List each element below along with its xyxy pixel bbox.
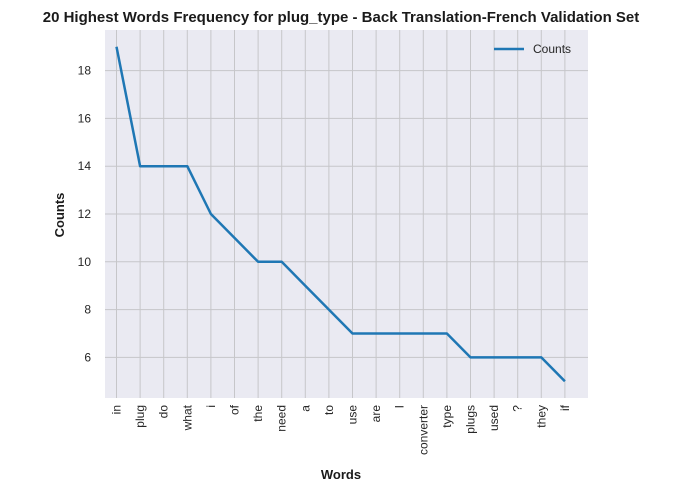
x-axis-label: Words [321, 467, 361, 482]
x-tick-label: if [558, 404, 572, 411]
x-tick-label: are [369, 405, 383, 423]
x-tick-label: I [393, 405, 407, 408]
y-tick-label: 14 [78, 159, 92, 173]
x-tick-label: in [110, 405, 124, 414]
grid-lines [105, 30, 588, 398]
x-tick-label: plug [133, 405, 147, 428]
x-tick-label: converter [416, 405, 430, 455]
x-tick-label: plugs [464, 405, 478, 434]
x-tick-label: they [534, 405, 548, 428]
y-tick-label: 12 [78, 207, 92, 221]
x-tick-label: use [346, 405, 360, 425]
y-tick-label: 10 [78, 255, 92, 269]
y-axis-label: Counts [52, 193, 67, 238]
x-tick-label: i [204, 405, 218, 408]
x-tick-label: ? [511, 405, 525, 412]
x-tick-label: do [157, 405, 171, 419]
legend: Counts [494, 42, 571, 56]
x-tick-label: a [298, 405, 312, 412]
chart-title: 20 Highest Words Frequency for plug_type… [43, 9, 640, 26]
y-tick-label: 16 [78, 111, 92, 125]
y-tick-label: 6 [84, 350, 91, 364]
x-tick-label: to [322, 405, 336, 415]
y-tick-label: 8 [84, 303, 91, 317]
series-line-counts [115, 46, 566, 383]
x-tick-label: type [440, 405, 454, 428]
legend-label-counts: Counts [533, 42, 571, 56]
y-tick-label: 18 [78, 64, 92, 78]
x-tick-label: the [251, 405, 265, 422]
x-tick-label: of [228, 404, 242, 415]
y-axis-ticks: 6 8 10 12 14 16 18 [78, 64, 92, 365]
x-tick-label: need [275, 405, 289, 432]
x-tick-label: what [180, 404, 194, 431]
x-tick-label: used [487, 405, 501, 431]
